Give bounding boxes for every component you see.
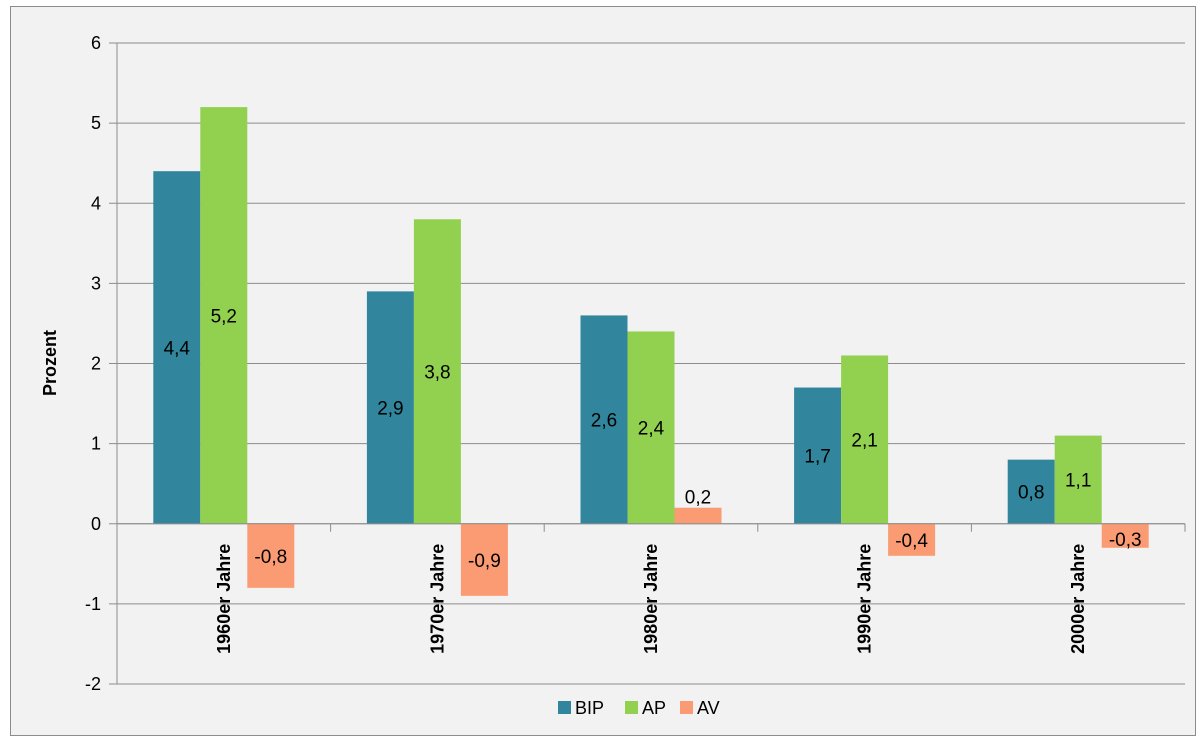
y-tick-label: 4	[91, 193, 101, 213]
data-label: 1,1	[1065, 471, 1091, 492]
bar-ap	[841, 355, 889, 524]
data-label: 2,1	[851, 431, 877, 452]
data-label: -0,4	[895, 531, 928, 552]
bars	[153, 107, 1149, 596]
legend-label-av: AV	[697, 698, 720, 718]
y-tick-label: 2	[91, 354, 101, 374]
data-label: 4,4	[164, 338, 191, 359]
data-label: 2,6	[591, 411, 617, 432]
bar-bip	[153, 171, 201, 524]
y-tick-label: 1	[91, 434, 101, 454]
legend-label-bip: BIP	[575, 698, 604, 718]
zero-axis	[117, 523, 1186, 532]
data-label: -0,8	[254, 547, 287, 568]
bar-av	[888, 523, 936, 556]
y-tick-label: 0	[91, 514, 101, 534]
bar-av	[674, 507, 722, 524]
y-tick-label: 3	[91, 273, 101, 293]
y-axis-ticks: 6 5 4 3 2 1 0 -1 -2	[85, 33, 101, 694]
data-label: 0,2	[685, 488, 711, 509]
bar-ap	[413, 219, 461, 524]
data-label: 3,8	[424, 363, 450, 384]
bar-bip	[794, 387, 842, 524]
data-label: 2,9	[377, 399, 403, 420]
bar-bip	[366, 291, 414, 524]
bar-ap	[1054, 435, 1102, 524]
data-label: -0,9	[468, 551, 501, 572]
legend-label-ap: AP	[642, 698, 666, 718]
legend-swatch-av	[680, 701, 693, 714]
category-labels: 1960er Jahre 1970er Jahre 1980er Jahre 1990…	[214, 544, 1088, 654]
y-tick-label: 6	[91, 33, 101, 53]
data-label: 2,4	[638, 419, 665, 440]
category-label: 1960er Jahre	[214, 544, 234, 654]
y-tick-label: 5	[91, 113, 101, 133]
bar-av	[1101, 523, 1149, 548]
bar-ap	[200, 107, 248, 524]
bar-bip	[580, 315, 628, 524]
legend-swatch-bip	[558, 701, 571, 714]
data-label: 5,2	[211, 306, 237, 327]
bar-av	[460, 523, 508, 596]
legend-swatch-ap	[625, 701, 638, 714]
y-tick-label: -2	[85, 674, 101, 694]
y-axis-label: Prozent	[40, 330, 60, 396]
category-label: 1980er Jahre	[641, 544, 661, 654]
data-label: 0,8	[1018, 483, 1044, 504]
bar-av	[247, 523, 295, 588]
bar-bip	[1007, 459, 1055, 524]
data-labels: 4,4 5,2 -0,8 2,9 3,8 -0,9 2,6 2,4 0,2 1,7 2,1 -0,4 0…	[164, 306, 1142, 571]
y-tick-label: -1	[85, 594, 101, 614]
legend: BIP AP AV	[558, 698, 720, 718]
category-label: 1990er Jahre	[855, 544, 875, 654]
data-label: 1,7	[804, 447, 830, 468]
data-label: -0,3	[1109, 530, 1142, 551]
category-label: 2000er Jahre	[1068, 544, 1088, 654]
category-label: 1970er Jahre	[427, 544, 447, 654]
bar-ap	[627, 331, 675, 524]
